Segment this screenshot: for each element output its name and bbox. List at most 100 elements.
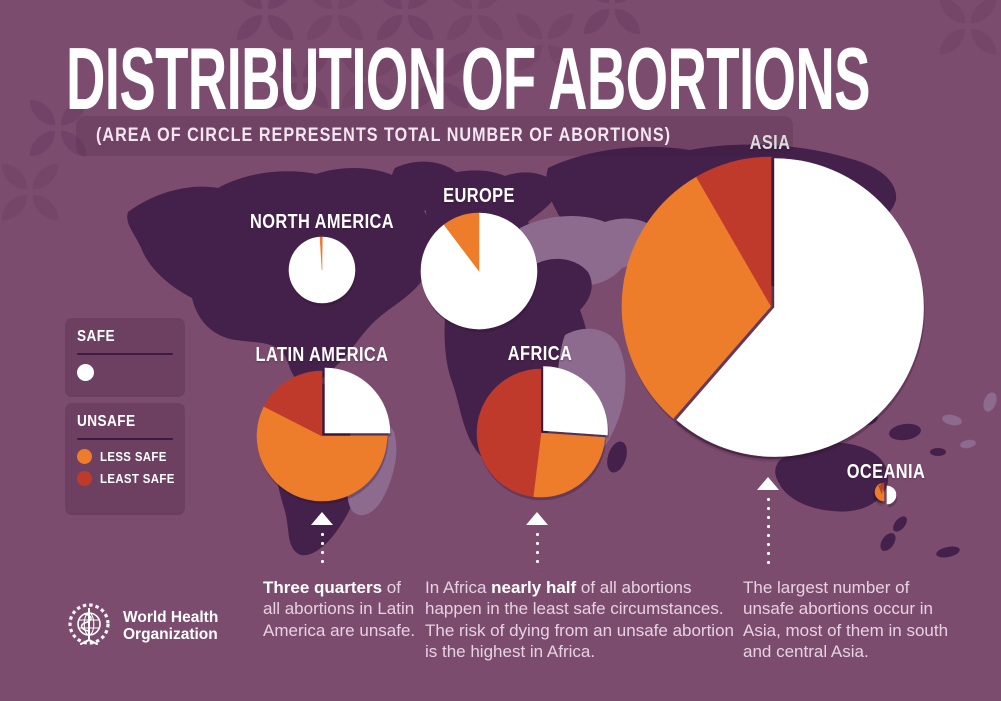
annotation-bold-text: nearly half [491,578,577,597]
pie-europe [420,212,538,330]
slice-latin-america-least_safe [263,370,323,437]
dotted-line [535,530,539,569]
petal-icon [547,44,574,71]
petal-icon [442,51,469,78]
slice-oceania-less_safe [874,483,885,502]
annotation-latin-america: Three quarters of all abortions in Latin… [263,577,417,641]
legend-divider [77,438,173,440]
legend-safe-title: SAFE [77,328,115,345]
petal-icon [516,44,543,71]
pie-asia [621,156,924,457]
petal-icon [337,0,364,10]
petal-icon [970,0,997,24]
who-line2: Organization [123,626,218,643]
petal-icon [614,8,641,35]
slice-north-america-less_safe [319,236,323,271]
annotation-text: In Africa [425,578,492,597]
legend-item-less-safe: LESS SAFE [77,449,173,464]
petal-icon [407,14,434,41]
annotation-asia: The largest number of unsafe abortions o… [743,577,961,663]
slice-asia-least_safe [696,156,772,308]
petal-icon [477,0,504,10]
petal-icon [407,0,434,10]
petal-icon [236,0,263,10]
map-island [936,546,960,558]
petal-icon [306,14,333,41]
arrow-up-icon [757,477,779,490]
pie-africa [476,366,608,498]
petal-icon [302,82,329,109]
slice-oceania-least_safe [880,482,885,493]
pie-oceania [874,482,897,505]
region-label-text: ASIA [749,132,791,154]
map-island [942,414,962,426]
least-safe-swatch-icon [77,471,92,486]
petal-icon [376,0,403,10]
region-label-text: EUROPE [443,185,515,207]
region-label-europe: EUROPE [435,185,522,208]
legend-item-least-safe: LEAST SAFE [77,471,175,486]
annotation-text: The largest number of unsafe abortions o… [743,578,949,662]
map-madagascar [607,441,627,473]
pie-latin-america [256,367,391,502]
arrow-asia [757,477,779,569]
slice-europe-less_safe [443,212,480,272]
petal-icon [1,194,28,221]
petal-icon [970,28,997,55]
who-line1: World Health [123,608,219,626]
petal-icon [306,0,333,10]
slice-asia-safe [676,158,924,457]
petal-icon [302,51,329,78]
region-label-north-america: NORTH AMERICA [234,211,410,234]
legend-unsafe-panel: UNSAFE LESS SAFE LEAST SAFE [65,403,185,513]
annotation-bold-text: Three quarters [263,578,383,597]
annotation-text: of all abortions in Latin America are un… [263,578,416,640]
petal-icon [516,13,543,40]
slice-latin-america-less_safe [256,406,388,502]
petal-icon [939,0,966,24]
petal-icon [271,51,298,78]
less-safe-swatch-icon [77,449,92,464]
petal-icon [372,82,399,109]
legend-divider [77,353,173,355]
region-label-text: NORTH AMERICA [249,211,395,233]
legend-item-label: LESS SAFE [100,449,167,464]
map-island [983,392,997,412]
petal-icon [411,82,438,109]
petal-icon [236,14,263,41]
safe-swatch-icon [77,364,94,381]
slice-africa-safe [543,366,608,436]
petal-icon [60,130,87,157]
region-label-text: OCEANIA [846,461,926,483]
slice-asia-less_safe [621,176,772,419]
arrow-africa [526,512,548,569]
arrow-up-icon [311,512,333,525]
petal-icon [446,14,473,41]
legend-item-label: LEAST SAFE [100,471,175,486]
region-label-africa: AFRICA [501,343,580,366]
pie-north-america [288,236,356,304]
slice-latin-america-safe [324,367,391,434]
page-title: DISTRIBUTION OF ABORTIONS [66,29,871,128]
who-wordmark: World Health Organization [123,609,218,644]
annotation-africa: In Africa nearly half of all abortions h… [425,577,745,663]
map-new-zealand [880,533,896,551]
petal-icon [267,14,294,41]
petal-icon [583,8,610,35]
dotted-line [766,495,770,569]
petal-icon [29,99,56,126]
petal-icon [341,82,368,109]
petal-icon [60,99,87,126]
petal-icon [1,163,28,190]
subtitle: (AREA OF CIRCLE REPRESENTS TOTAL NUMBER … [76,116,793,156]
legend-safe-panel: SAFE [65,318,185,395]
region-label-text: LATIN AMERICA [255,344,389,366]
region-label-asia: ASIA [745,132,795,155]
slice-africa-less_safe [532,432,606,498]
who-emblem-icon [68,603,110,645]
petal-icon [271,82,298,109]
petal-icon [446,0,473,10]
petal-icon [341,51,368,78]
petal-icon [939,28,966,55]
